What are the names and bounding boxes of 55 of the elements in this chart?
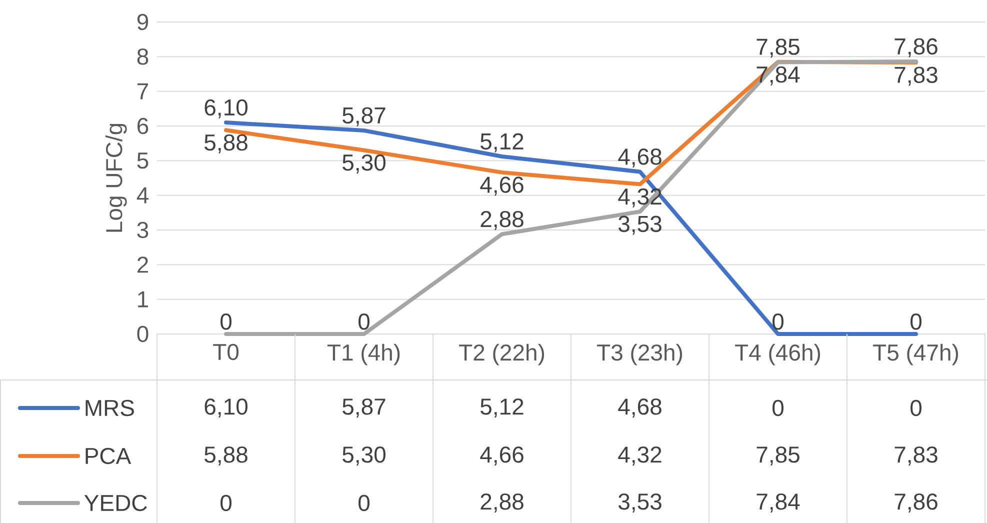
text: 5,87 xyxy=(342,107,386,126)
data-label: 5,30 xyxy=(342,446,386,466)
text: 0 xyxy=(358,314,370,330)
text: 0 xyxy=(220,314,232,330)
text: 7,83 xyxy=(894,66,938,86)
x-tick-label: T0 xyxy=(213,344,239,360)
text: 7,85 xyxy=(756,38,800,58)
y-tick-label: 6 xyxy=(138,118,148,134)
text: 0 xyxy=(772,314,784,330)
data-label: 4,32 xyxy=(618,446,662,466)
data-label: 5,12 xyxy=(480,398,524,418)
text: 0 xyxy=(910,314,922,330)
text: 4,68 xyxy=(618,148,662,168)
text: 3,53 xyxy=(618,216,662,235)
x-tick-label: T2 (22h) xyxy=(459,344,544,366)
data-label: 0 xyxy=(772,400,784,416)
y-tick-label: 4 xyxy=(136,187,148,204)
data-label: 7,83 xyxy=(894,446,938,466)
y-axis-title: Log UFC/g xyxy=(105,124,127,232)
data-label: 0 xyxy=(358,494,370,512)
y-tick-label: 9 xyxy=(137,14,148,30)
data-label: 0 xyxy=(910,400,922,416)
x-tick-label: T3 (23h) xyxy=(597,344,682,366)
x-tick-label: T4 (46h) xyxy=(735,344,820,366)
y-tick-label: 5 xyxy=(137,152,148,169)
text: 5,30 xyxy=(342,154,386,174)
y-tick-label: 3 xyxy=(137,222,148,238)
text: 6,10 xyxy=(204,99,248,118)
y-tick-label: 0 xyxy=(137,326,148,342)
y-tick-label: 1 xyxy=(138,291,148,308)
data-label: 7,86 xyxy=(894,493,938,512)
y-tick-label: 7 xyxy=(138,83,148,100)
text: 4,32 xyxy=(618,188,662,208)
x-tick-label: T1 (4h) xyxy=(327,344,400,366)
data-label: 7,85 xyxy=(756,446,800,466)
text: 5,12 xyxy=(480,133,524,152)
data-label: 4,68 xyxy=(618,398,662,418)
data-label: 2,88 xyxy=(480,493,524,512)
data-label: 5,87 xyxy=(342,398,386,418)
text: 5,88 xyxy=(204,134,248,154)
data-label: 5,88 xyxy=(204,446,248,466)
data-label: 3,53 xyxy=(618,493,662,512)
text: 7,86 xyxy=(894,38,938,58)
legend-label: YEDC xyxy=(84,494,147,512)
legend-label: PCA xyxy=(86,448,132,464)
y-tick-label: 8 xyxy=(137,48,148,65)
data-label: 7,84 xyxy=(756,493,800,512)
data-label: 6,10 xyxy=(204,398,248,418)
y-tick-label: 2 xyxy=(138,256,148,273)
legend-label: MRS xyxy=(86,400,134,416)
x-tick-label: T5 (47h) xyxy=(873,344,958,366)
data-label: 4,66 xyxy=(480,446,524,466)
data-label: 0 xyxy=(220,494,232,512)
text: 2,88 xyxy=(480,210,524,230)
text: 4,66 xyxy=(480,176,524,196)
